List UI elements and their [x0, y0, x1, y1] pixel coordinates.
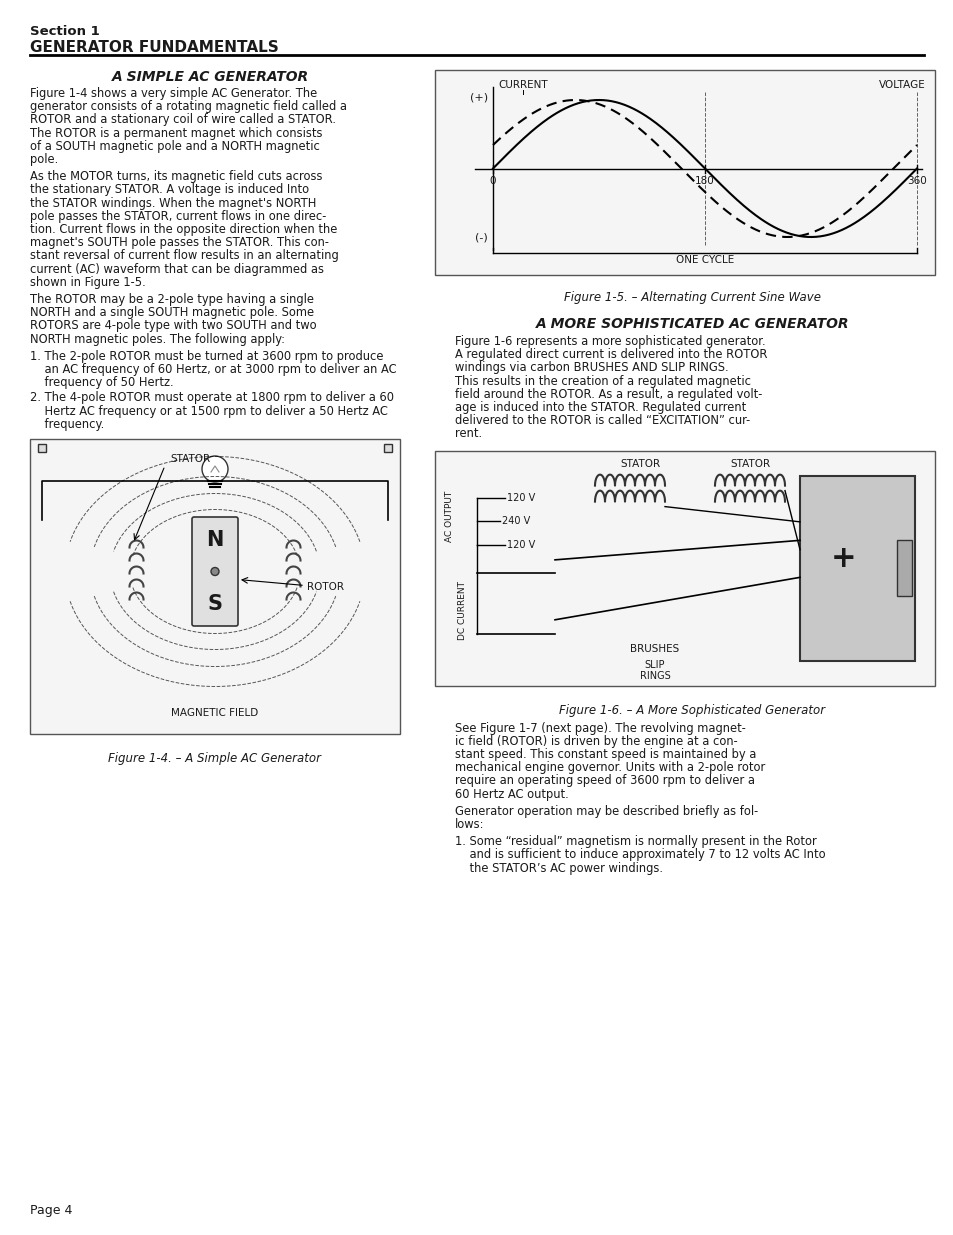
- Text: ROTOR: ROTOR: [307, 582, 344, 592]
- Text: A SIMPLE AC GENERATOR: A SIMPLE AC GENERATOR: [112, 70, 308, 84]
- Text: windings via carbon BRUSHES AND SLIP RINGS.: windings via carbon BRUSHES AND SLIP RIN…: [455, 362, 728, 374]
- Text: age is induced into the STATOR. Regulated current: age is induced into the STATOR. Regulate…: [455, 401, 745, 414]
- Text: AC OUTPUT: AC OUTPUT: [445, 490, 454, 542]
- Circle shape: [211, 568, 219, 576]
- Text: tion. Current flows in the opposite direction when the: tion. Current flows in the opposite dire…: [30, 224, 337, 236]
- Text: STATOR: STATOR: [619, 458, 659, 468]
- Text: Section 1: Section 1: [30, 25, 100, 38]
- Bar: [384, 445, 392, 452]
- FancyBboxPatch shape: [192, 517, 237, 626]
- Bar: [435, 70, 934, 275]
- Text: and is sufficient to induce approximately 7 to 12 volts AC Into: and is sufficient to induce approximatel…: [455, 848, 824, 861]
- Text: This results in the creation of a regulated magnetic: This results in the creation of a regula…: [455, 374, 750, 388]
- Text: The ROTOR may be a 2-pole type having a single: The ROTOR may be a 2-pole type having a …: [30, 293, 314, 306]
- Text: 180: 180: [695, 175, 714, 185]
- Text: 240 V: 240 V: [501, 516, 530, 526]
- Text: magnet's SOUTH pole passes the STATOR. This con-: magnet's SOUTH pole passes the STATOR. T…: [30, 236, 329, 249]
- Text: the STATOR windings. When the magnet's NORTH: the STATOR windings. When the magnet's N…: [30, 196, 316, 210]
- Text: Page 4: Page 4: [30, 1204, 72, 1216]
- Text: Hertz AC frequency or at 1500 rpm to deliver a 50 Hertz AC: Hertz AC frequency or at 1500 rpm to del…: [30, 405, 388, 417]
- Text: (-): (-): [475, 232, 488, 242]
- Text: 360: 360: [906, 175, 926, 185]
- Text: current (AC) waveform that can be diagrammed as: current (AC) waveform that can be diagra…: [30, 263, 324, 275]
- Text: lows:: lows:: [455, 818, 484, 831]
- Text: the STATOR’s AC power windings.: the STATOR’s AC power windings.: [455, 862, 662, 874]
- Text: generator consists of a rotating magnetic field called a: generator consists of a rotating magneti…: [30, 100, 347, 114]
- Text: ROTOR and a stationary coil of wire called a STATOR.: ROTOR and a stationary coil of wire call…: [30, 114, 335, 126]
- Text: VOLTAGE: VOLTAGE: [878, 80, 924, 90]
- Bar: [435, 451, 934, 685]
- Text: 2. The 4-pole ROTOR must operate at 1800 rpm to deliver a 60: 2. The 4-pole ROTOR must operate at 1800…: [30, 391, 394, 404]
- Text: Figure 1-4. – A Simple AC Generator: Figure 1-4. – A Simple AC Generator: [109, 752, 321, 764]
- Bar: [30, 438, 399, 734]
- Text: NORTH and a single SOUTH magnetic pole. Some: NORTH and a single SOUTH magnetic pole. …: [30, 306, 314, 319]
- Text: Figure 1-4 shows a very simple AC Generator. The: Figure 1-4 shows a very simple AC Genera…: [30, 86, 317, 100]
- Text: N: N: [206, 530, 223, 550]
- Text: of a SOUTH magnetic pole and a NORTH magnetic: of a SOUTH magnetic pole and a NORTH mag…: [30, 140, 319, 153]
- Text: pole.: pole.: [30, 153, 58, 165]
- Text: GENERATOR FUNDAMENTALS: GENERATOR FUNDAMENTALS: [30, 40, 278, 56]
- Text: CURRENT: CURRENT: [497, 80, 547, 90]
- Text: As the MOTOR turns, its magnetic field cuts across: As the MOTOR turns, its magnetic field c…: [30, 170, 322, 183]
- Text: BRUSHES: BRUSHES: [630, 643, 679, 653]
- Text: NORTH magnetic poles. The following apply:: NORTH magnetic poles. The following appl…: [30, 332, 285, 346]
- Text: MAGNETIC FIELD: MAGNETIC FIELD: [172, 708, 258, 718]
- Text: ROTORS are 4-pole type with two SOUTH and two: ROTORS are 4-pole type with two SOUTH an…: [30, 320, 316, 332]
- Text: field around the ROTOR. As a result, a regulated volt-: field around the ROTOR. As a result, a r…: [455, 388, 761, 401]
- Text: Figure 1-6 represents a more sophisticated generator.: Figure 1-6 represents a more sophisticat…: [455, 335, 765, 348]
- Text: STATOR: STATOR: [729, 458, 769, 468]
- Text: Generator operation may be described briefly as fol-: Generator operation may be described bri…: [455, 805, 758, 818]
- Text: stant reversal of current flow results in an alternating: stant reversal of current flow results i…: [30, 249, 338, 262]
- Text: an AC frequency of 60 Hertz, or at 3000 rpm to deliver an AC: an AC frequency of 60 Hertz, or at 3000 …: [30, 363, 396, 375]
- Text: ONE CYCLE: ONE CYCLE: [675, 254, 734, 266]
- Text: 0: 0: [489, 175, 496, 185]
- Bar: [38, 445, 46, 452]
- Text: 120 V: 120 V: [506, 540, 535, 550]
- Text: frequency.: frequency.: [30, 417, 104, 431]
- Text: Figure 1-5. – Alternating Current Sine Wave: Figure 1-5. – Alternating Current Sine W…: [563, 291, 821, 304]
- Text: A MORE SOPHISTICATED AC GENERATOR: A MORE SOPHISTICATED AC GENERATOR: [536, 317, 848, 331]
- Bar: [800, 475, 914, 661]
- Text: +: +: [830, 545, 856, 573]
- Text: frequency of 50 Hertz.: frequency of 50 Hertz.: [30, 377, 173, 389]
- Text: STATOR: STATOR: [170, 453, 210, 463]
- Text: 1. The 2-pole ROTOR must be turned at 3600 rpm to produce: 1. The 2-pole ROTOR must be turned at 36…: [30, 350, 383, 363]
- Text: rent.: rent.: [455, 427, 481, 441]
- Text: SLIP
RINGS: SLIP RINGS: [639, 659, 670, 682]
- Text: (+): (+): [470, 91, 488, 103]
- Text: stant speed. This constant speed is maintained by a: stant speed. This constant speed is main…: [455, 748, 756, 761]
- Text: the stationary STATOR. A voltage is induced Into: the stationary STATOR. A voltage is indu…: [30, 184, 309, 196]
- Text: 120 V: 120 V: [506, 493, 535, 503]
- Text: See Figure 1-7 (next page). The revolving magnet-: See Figure 1-7 (next page). The revolvin…: [455, 721, 745, 735]
- Text: ic field (ROTOR) is driven by the engine at a con-: ic field (ROTOR) is driven by the engine…: [455, 735, 737, 748]
- Text: require an operating speed of 3600 rpm to deliver a: require an operating speed of 3600 rpm t…: [455, 774, 754, 788]
- Text: pole passes the STATOR, current flows in one direc-: pole passes the STATOR, current flows in…: [30, 210, 326, 222]
- Bar: [896, 541, 911, 595]
- Text: S: S: [208, 594, 222, 614]
- Circle shape: [202, 456, 228, 482]
- Text: delivered to the ROTOR is called “EXCITATION” cur-: delivered to the ROTOR is called “EXCITA…: [455, 414, 749, 427]
- Text: A regulated direct current is delivered into the ROTOR: A regulated direct current is delivered …: [455, 348, 767, 361]
- Text: Figure 1-6. – A More Sophisticated Generator: Figure 1-6. – A More Sophisticated Gener…: [558, 704, 824, 716]
- Text: 60 Hertz AC output.: 60 Hertz AC output.: [455, 788, 568, 800]
- Text: The ROTOR is a permanent magnet which consists: The ROTOR is a permanent magnet which co…: [30, 127, 322, 140]
- Text: DC CURRENT: DC CURRENT: [458, 580, 467, 640]
- Text: 1. Some “residual” magnetism is normally present in the Rotor: 1. Some “residual” magnetism is normally…: [455, 835, 816, 848]
- Text: mechanical engine governor. Units with a 2-pole rotor: mechanical engine governor. Units with a…: [455, 761, 764, 774]
- Text: shown in Figure 1-5.: shown in Figure 1-5.: [30, 275, 146, 289]
